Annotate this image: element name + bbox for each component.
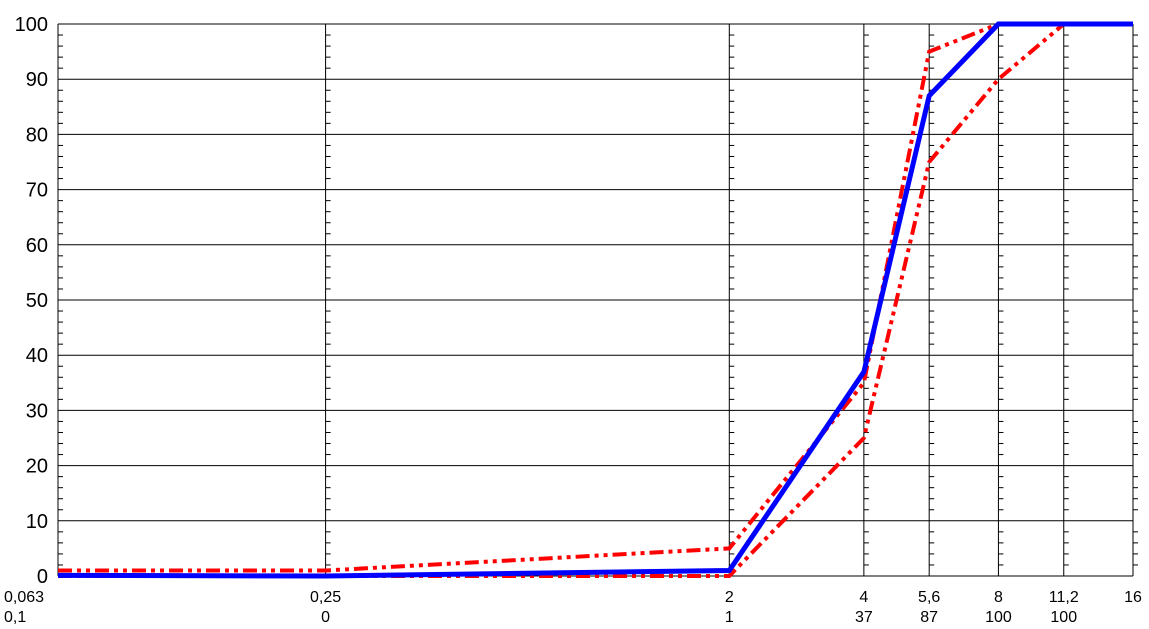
grid bbox=[57, 23, 1134, 577]
x-tick-label: 0,063 bbox=[4, 589, 44, 606]
y-tick-label: 60 bbox=[26, 235, 48, 257]
y-tick-label: 30 bbox=[26, 400, 48, 422]
x-value-label: 0,1 bbox=[4, 609, 26, 626]
x-tick-label: 11,2 bbox=[1049, 589, 1079, 606]
x-tick-label: 0,25 bbox=[310, 589, 341, 606]
series bbox=[57, 21, 1133, 579]
series-line-main bbox=[57, 21, 1133, 579]
x-value-label: 37 bbox=[855, 609, 873, 626]
x-tick-label: 8 bbox=[994, 589, 1003, 606]
x-tick-label: 16 bbox=[1124, 589, 1142, 606]
y-tick-label: 40 bbox=[26, 345, 48, 367]
x-tick-label: 4 bbox=[859, 589, 868, 606]
y-tick-label: 10 bbox=[26, 511, 48, 533]
y-tick-label: 20 bbox=[26, 456, 48, 478]
y-tick-label: 80 bbox=[26, 124, 48, 146]
x-value-label: 0 bbox=[321, 609, 330, 626]
x-value-label: 1 bbox=[725, 609, 734, 626]
x-tick-label: 2 bbox=[725, 589, 734, 606]
y-tick-label: 50 bbox=[26, 290, 48, 312]
x-value-label: 100 bbox=[1050, 609, 1077, 626]
x-value-labels: 0,1 0 1 37 87 100 100 bbox=[4, 609, 1077, 626]
x-value-label: 87 bbox=[920, 609, 938, 626]
x-tick-labels: 0,063 0,25 2 4 5,6 8 11,2 16 bbox=[4, 589, 1142, 606]
series-line-limit bbox=[58, 22, 1133, 573]
y-tick-labels: 0 10 20 30 40 50 60 70 80 90 100 bbox=[15, 14, 48, 588]
y-tick-label: 0 bbox=[37, 566, 48, 588]
x-tick-label: 5,6 bbox=[918, 589, 940, 606]
x-value-label: 100 bbox=[985, 609, 1012, 626]
minor-ticks bbox=[58, 34, 1138, 566]
y-tick-label: 90 bbox=[26, 69, 48, 91]
y-tick-label: 70 bbox=[26, 180, 48, 202]
y-tick-label: 100 bbox=[15, 14, 48, 36]
